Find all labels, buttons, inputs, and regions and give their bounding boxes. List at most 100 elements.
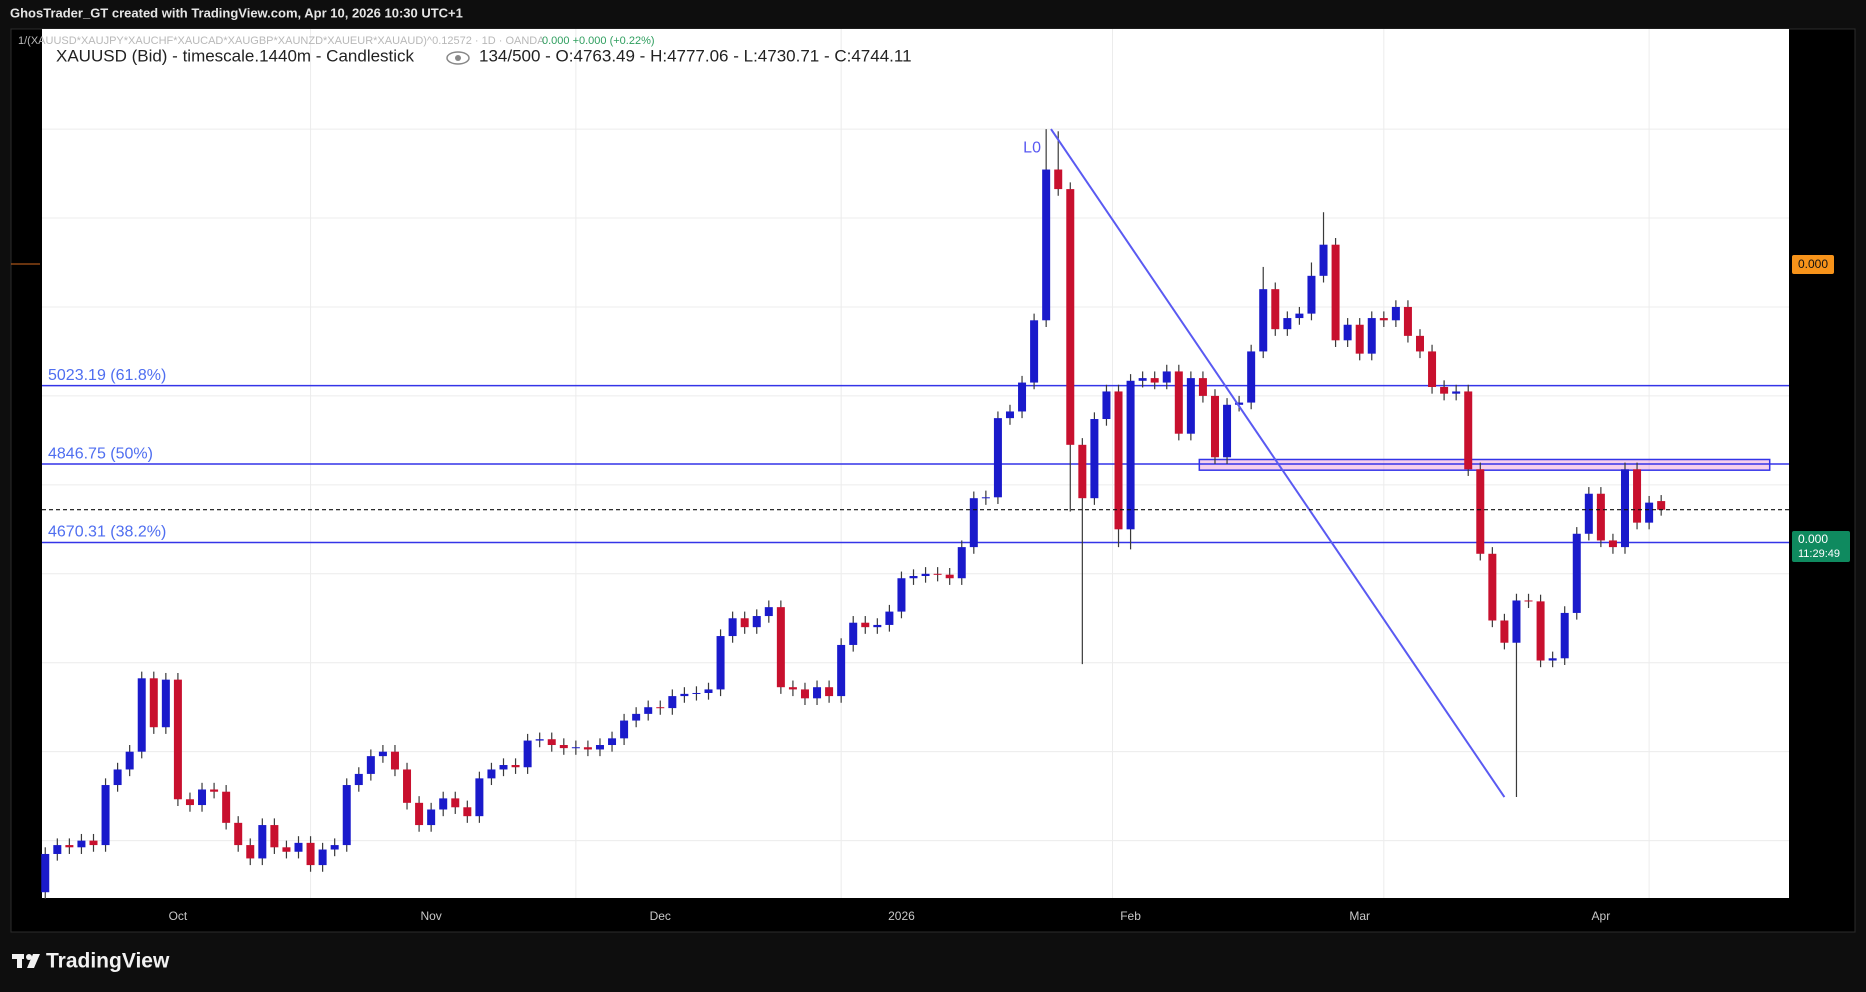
candle-body [113,769,122,786]
x-tick-label: Mar [1349,909,1370,923]
candle-body [1379,318,1388,321]
x-tick-label: Nov [420,909,441,923]
eye-icon[interactable] [446,51,470,65]
candle-body [258,825,267,859]
x-tick-label: Feb [1120,909,1141,923]
candle-body [1331,244,1340,341]
candle-body [318,849,327,866]
candle-body [439,798,448,810]
orange-price-label: 0.000 [1798,257,1828,271]
trendline-label: L0 [1023,139,1041,156]
candle-body [752,616,761,628]
legend-title: XAUUSD (Bid) - timescale.1440m - Candles… [56,46,415,65]
candle-body [403,769,412,803]
orange-price-tag [1792,255,1834,274]
candle-body [53,845,62,854]
candle-body [583,747,592,750]
x-tick-label: Apr [1592,909,1611,923]
candle-body [1126,380,1135,530]
candle-body [535,739,544,741]
candle-body [1572,533,1581,613]
candle-body [1403,306,1412,336]
candle-body [342,785,351,846]
candle-body [366,756,375,774]
candle-body [1235,402,1244,405]
candle-body [1259,289,1268,352]
candle-body [644,707,653,714]
candle-body [704,689,713,693]
candle-body [668,696,677,709]
candle-body [1018,382,1027,412]
candle-body [390,751,399,770]
candle-body [137,678,146,752]
candle-body [523,740,532,768]
candle-body [1198,378,1207,396]
candle-body [1500,620,1509,643]
candle-body [330,845,339,850]
candle-body [692,692,701,694]
candle-body [861,622,870,628]
candle-body [1440,387,1449,394]
countdown: 11:29:49 [1798,548,1840,560]
candle-body [740,618,749,628]
candle-body [921,573,930,577]
green-price-label: 0.000 [1798,532,1828,546]
candle-body [1608,540,1617,548]
candle-body [1138,378,1147,381]
candle-body [1162,371,1171,383]
green-price-tag [1792,531,1850,562]
candle-body [680,693,689,697]
candle-body [1283,318,1292,330]
candle-body [1307,275,1316,314]
candle-body [1596,493,1605,541]
x-tick-label: Oct [169,909,188,923]
candle-body [595,745,604,750]
candle-body [282,847,291,852]
x-tick-label: 2026 [888,909,915,923]
x-tick-label: Dec [650,909,671,923]
brand-logo[interactable]: TradingView [12,950,170,973]
candle-body [547,739,556,746]
candle-body [1560,612,1569,659]
candle-body [1488,553,1497,621]
candle-body [77,840,86,848]
candle-body [933,573,942,575]
candle-body [1271,289,1280,330]
candle-body [1536,601,1545,661]
candle-body [1476,469,1485,554]
candle-body [511,765,520,768]
candle-body [1054,169,1063,190]
candle-body [1415,335,1424,352]
candle-body [656,707,665,709]
candle-body [1391,306,1400,321]
candle-body [909,576,918,579]
candle-body [1464,391,1473,470]
candle-body [885,611,894,625]
candle-body [1078,444,1087,499]
candle-body [716,636,725,690]
candle-body [1512,600,1521,643]
candle-body [571,747,580,749]
candle-body [161,679,170,728]
candle-body [173,679,182,800]
candle-body [427,809,436,826]
candle-body [1042,169,1051,321]
logo-slash [27,954,40,968]
candle-body [210,789,219,792]
zone [1198,458,1771,471]
trendline [1050,128,1506,798]
candle-body [1620,469,1629,548]
candle-body [306,842,315,866]
candle-body [945,574,954,579]
fib-label: 5023.19 (61.8%) [48,367,166,384]
eye-pupil [455,55,461,61]
candle-body [957,547,966,579]
candle-body [1295,313,1304,319]
candle-body [41,853,50,893]
candle-body [1090,419,1099,499]
candle-body [125,751,134,770]
candle-body [198,789,207,806]
candle-body [873,624,882,628]
candle-body [1524,600,1533,602]
candle-body [1343,324,1352,341]
